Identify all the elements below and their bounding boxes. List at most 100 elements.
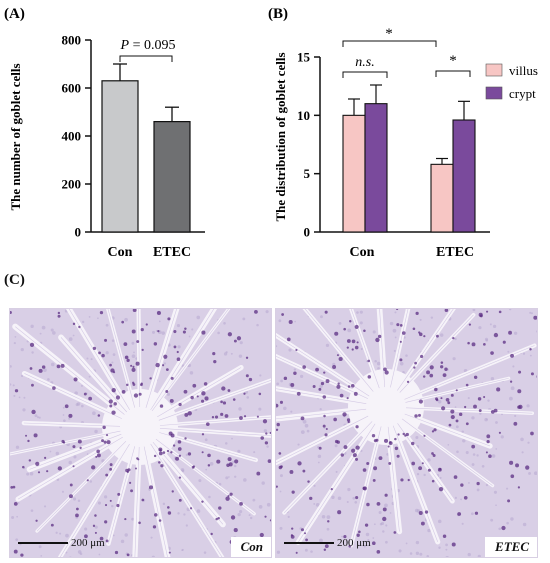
tissue-texture-dot [332,362,336,366]
tissue-texture-dot [259,374,262,377]
goblet-cell [163,354,168,359]
goblet-cell [220,400,223,404]
goblet-cell [289,470,294,474]
chart-b-y-tick-label: 0 [304,225,311,240]
tissue-texture-dot [62,406,65,409]
villus-edge [143,446,168,557]
tissue-texture-dot [218,482,222,486]
tissue-texture-dot [111,339,115,342]
tissue-texture-dot [389,512,392,514]
goblet-cell [383,438,389,443]
chart-b-sig-bracket-con-etec [342,40,437,47]
goblet-cell [105,473,109,477]
goblet-cell [68,494,73,499]
goblet-cell [22,465,25,469]
tissue-texture-dot [55,531,58,534]
tissue-texture-dot [94,429,98,434]
villus-edge [404,413,491,447]
goblet-cell [217,516,220,520]
goblet-cell [145,323,148,326]
villus-edge [350,309,380,389]
tissue-texture-dot [246,396,250,399]
goblet-cell [517,486,521,489]
tissue-texture-dot [38,416,41,419]
chart-b-legend: villus crypt [485,63,538,101]
goblet-cell [228,462,233,467]
tissue-texture-dot [97,501,102,505]
goblet-cell [421,462,424,465]
goblet-cell [452,336,455,340]
goblet-cell [176,357,181,362]
tissue-texture-dot [74,391,78,395]
tissue-texture-dot [266,445,269,448]
goblet-cell [362,468,367,472]
villus-edge [379,309,385,388]
goblet-cell [35,519,38,522]
tissue-texture-dot [228,476,230,478]
goblet-cell [201,451,204,454]
tissue-texture-dot [320,315,323,319]
tissue-texture-dot [233,464,237,468]
goblet-cell [362,486,367,491]
goblet-cell [412,327,416,331]
tissue-texture-dot [321,515,326,519]
goblet-cell [256,471,261,476]
tissue-texture-dot [19,557,21,558]
tissue-texture-dot [294,320,296,323]
tissue-texture-dot [72,497,77,501]
tissue-texture-dot [63,419,66,422]
goblet-cell [350,383,355,388]
chart-b-y-tick-label: 10 [297,108,310,123]
goblet-cell [171,490,174,493]
goblet-cell [113,402,117,406]
goblet-cell [92,346,97,351]
tissue-texture-dot [131,354,136,359]
villus-edge [10,430,121,455]
goblet-cell [187,452,192,456]
goblet-cell [130,364,133,367]
tissue-texture-dot [62,414,65,416]
goblet-cell [444,309,449,312]
villus-edge [155,438,255,515]
goblet-cell [162,364,165,367]
goblet-cell [109,404,113,408]
goblet-cell [525,465,530,470]
tissue-texture-dot [372,330,376,334]
goblet-cell [434,387,438,392]
tissue-texture-dot [163,362,167,365]
goblet-cell [423,335,426,338]
villus-edge [29,433,122,470]
tissue-texture-dot [185,524,188,527]
goblet-cell [433,428,437,432]
tissue-texture-dot [462,439,466,443]
tissue-texture-dot [399,361,404,366]
goblet-cell [69,483,73,487]
tissue-texture-dot [151,555,155,557]
tissue-texture-dot [319,384,323,388]
tissue-texture-dot [288,348,292,352]
goblet-cell [508,330,512,335]
goblet-cell [460,483,464,487]
goblet-cell [414,414,418,418]
goblet-cell [351,348,354,351]
goblet-cell [10,485,14,489]
goblet-cell [440,361,444,364]
goblet-cell [322,424,326,428]
villus-edge [60,337,128,413]
goblet-cell [214,415,219,419]
tissue-texture-dot [203,551,207,554]
goblet-cell [493,408,498,413]
goblet-cell [375,438,379,442]
goblet-cell [420,354,424,359]
goblet-cell [227,457,232,462]
goblet-cell [483,342,486,346]
goblet-cell [126,553,130,557]
goblet-cell [288,319,293,325]
tissue-texture-dot [533,471,537,476]
goblet-cell [356,341,359,344]
goblet-cell [300,416,305,421]
tissue-texture-dot [366,360,368,363]
goblet-cell [477,397,482,401]
goblet-cell [46,470,49,473]
goblet-cell [114,550,119,555]
